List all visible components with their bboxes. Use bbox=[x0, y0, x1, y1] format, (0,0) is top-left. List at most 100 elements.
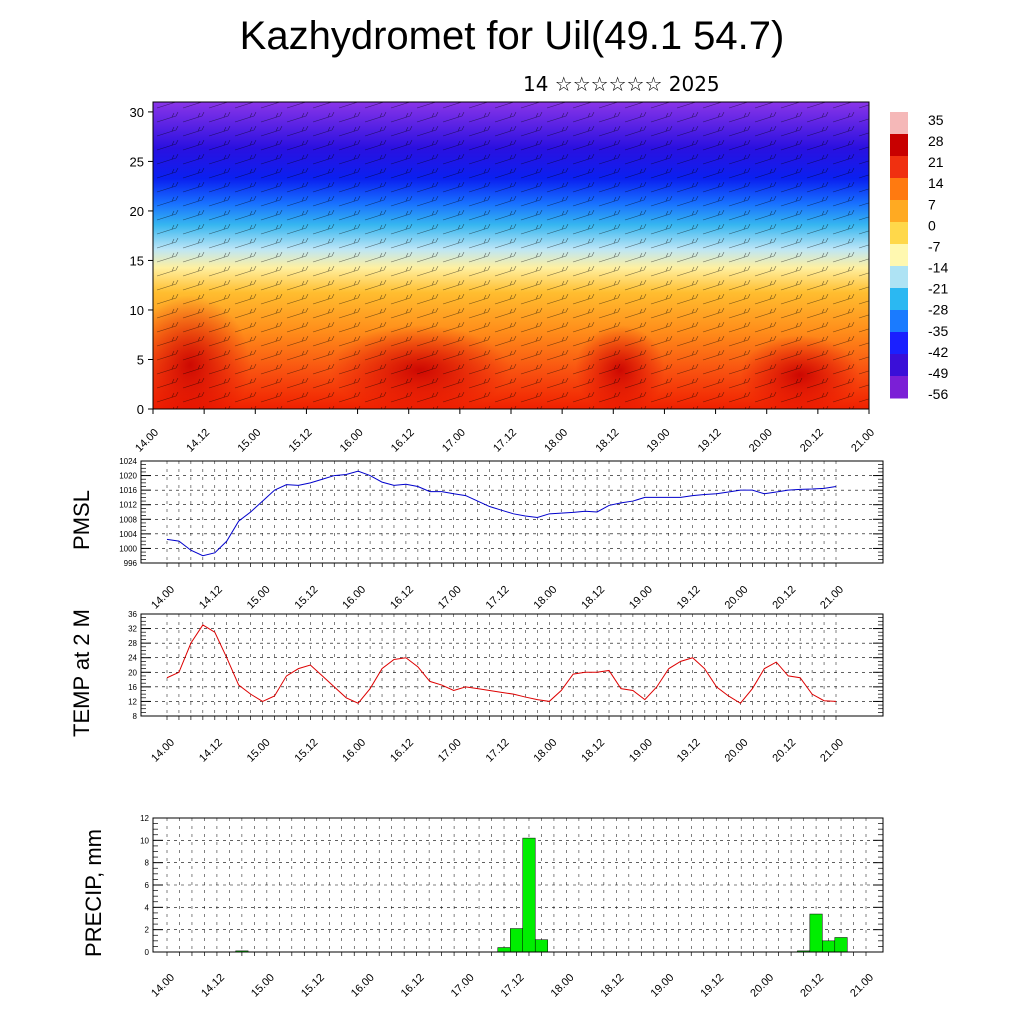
temp-x-tick-label: 14.12 bbox=[197, 737, 225, 765]
heatmap-x-tick-label: 21.00 bbox=[849, 427, 877, 455]
colorbar-segment bbox=[890, 332, 908, 355]
pmsl-x-tick-label: 20.12 bbox=[770, 584, 798, 612]
precip-y-tick-label: 0 bbox=[145, 948, 150, 957]
pmsl-y-axis-title: PMSL bbox=[69, 490, 94, 550]
temp-x-tick-label: 18.00 bbox=[531, 737, 559, 765]
precip-x-tick-label: 15.12 bbox=[299, 972, 327, 1000]
precip-bar bbox=[534, 939, 548, 953]
temp-x-tick-label: 20.00 bbox=[723, 737, 751, 765]
heatmap-x-tick-label: 14.12 bbox=[184, 427, 212, 455]
precip-x-tick-label: 18.12 bbox=[599, 972, 627, 1000]
colorbar-label: 7 bbox=[928, 196, 936, 212]
heatmap-y-tick-label: 10 bbox=[130, 303, 144, 318]
precip-y-tick-label: 12 bbox=[140, 814, 149, 823]
precip-x-tick-label: 17.12 bbox=[499, 972, 527, 1000]
precip-x-tick-label: 16.00 bbox=[349, 972, 377, 1000]
precip-bar bbox=[822, 940, 836, 953]
colorbar-label: -21 bbox=[928, 281, 948, 297]
precip-x-tick-label: 19.00 bbox=[648, 972, 676, 1000]
pmsl-x-tick-label: 20.00 bbox=[723, 584, 751, 612]
colorbar-segment bbox=[890, 156, 908, 179]
colorbar-label: -14 bbox=[928, 260, 948, 276]
temp-x-tick-label: 15.00 bbox=[245, 737, 273, 765]
pmsl-y-tick-label: 996 bbox=[124, 559, 138, 568]
precip-x-tick-label: 19.12 bbox=[698, 972, 726, 1000]
pmsl-y-tick-label: 1004 bbox=[119, 530, 137, 539]
heatmap-y-tick-label: 20 bbox=[130, 204, 144, 219]
heatmap-x-tick-label: 17.12 bbox=[491, 427, 519, 455]
heatmap-y-tick-label: 5 bbox=[137, 352, 144, 367]
precip-bar bbox=[809, 913, 823, 953]
pmsl-y-tick-label: 1000 bbox=[119, 544, 137, 553]
pmsl-x-tick-label: 18.00 bbox=[531, 584, 559, 612]
temp-x-tick-label: 17.12 bbox=[484, 737, 512, 765]
pmsl-x-tick-label: 17.00 bbox=[436, 584, 464, 612]
temp-y-tick-label: 12 bbox=[128, 697, 137, 706]
temp-x-tick-label: 14.00 bbox=[149, 737, 177, 765]
pmsl-x-tick-label: 16.12 bbox=[388, 584, 416, 612]
heatmap-x-tick-label: 18.00 bbox=[542, 427, 570, 455]
wind-barbs-overlay bbox=[153, 102, 869, 409]
colorbar-segment bbox=[890, 134, 908, 157]
heatmap-y-tick-label: 0 bbox=[137, 402, 144, 417]
pmsl-x-tick-label: 19.00 bbox=[627, 584, 655, 612]
temp-x-tick-label: 16.12 bbox=[388, 737, 416, 765]
heatmap-x-tick-label: 16.12 bbox=[389, 427, 417, 455]
chart-subtitle: 14 ☆☆☆☆☆☆ 2025 bbox=[523, 72, 720, 96]
colorbar-label: -35 bbox=[928, 323, 948, 339]
pmsl-frame bbox=[140, 460, 884, 564]
temp-y-tick-label: 28 bbox=[128, 639, 137, 648]
precip-y-axis-title: PRECIP, mm bbox=[81, 829, 106, 957]
precip-x-tick-label: 18.00 bbox=[549, 972, 577, 1000]
temp-x-tick-label: 18.12 bbox=[579, 737, 607, 765]
heatmap-x-tick-label: 20.00 bbox=[747, 427, 775, 455]
temp-y-axis-title: TEMP at 2 M bbox=[69, 609, 94, 737]
heatmap-x-tick-label: 19.00 bbox=[645, 427, 673, 455]
precip-x-tick-label: 20.12 bbox=[798, 972, 826, 1000]
chart-title: Kazhydromet for Uil(49.1 54.7) bbox=[239, 14, 785, 58]
precip-bar bbox=[522, 837, 536, 953]
colorbar-segment bbox=[890, 112, 908, 135]
precip-y-tick-label: 4 bbox=[145, 903, 150, 912]
colorbar-segment bbox=[890, 266, 908, 289]
pmsl-x-tick-label: 17.12 bbox=[484, 584, 512, 612]
temp-x-tick-label: 20.12 bbox=[770, 737, 798, 765]
colorbar-label: -49 bbox=[928, 365, 948, 381]
heatmap-x-tick-label: 14.00 bbox=[133, 427, 161, 455]
pmsl-x-tick-label: 14.12 bbox=[197, 584, 225, 612]
precip-x-tick-label: 20.00 bbox=[748, 972, 776, 1000]
pmsl-x-tick-label: 15.12 bbox=[293, 584, 321, 612]
pmsl-y-tick-label: 1024 bbox=[119, 457, 137, 466]
precip-x-tick-label: 14.12 bbox=[199, 972, 227, 1000]
precip-x-tick-label: 16.12 bbox=[399, 972, 427, 1000]
precip-bar bbox=[510, 928, 523, 953]
colorbar-segment bbox=[890, 222, 908, 245]
precip-x-tick-label: 17.00 bbox=[449, 972, 477, 1000]
colorbar-label: 35 bbox=[928, 112, 944, 128]
colorbar-label: -7 bbox=[928, 238, 941, 254]
colorbar-label: 14 bbox=[928, 175, 944, 191]
heatmap-y-tick-label: 30 bbox=[130, 105, 144, 120]
temp-x-tick-label: 16.00 bbox=[340, 737, 368, 765]
colorbar-segment bbox=[890, 178, 908, 201]
heatmap-x-tick-label: 19.12 bbox=[696, 427, 724, 455]
temp-x-tick-label: 19.12 bbox=[675, 737, 703, 765]
precip-bar bbox=[497, 947, 511, 953]
heatmap-y-tick-label: 15 bbox=[130, 253, 144, 268]
pmsl-x-tick-label: 18.12 bbox=[579, 584, 607, 612]
colorbar-label: -28 bbox=[928, 302, 948, 318]
colorbar-label: 0 bbox=[928, 217, 936, 233]
pmsl-x-tick-label: 14.00 bbox=[149, 584, 177, 612]
pmsl-x-tick-label: 19.12 bbox=[675, 584, 703, 612]
colorbar-label: -42 bbox=[928, 344, 948, 360]
temp-x-tick-label: 19.00 bbox=[627, 737, 655, 765]
precip-bar bbox=[834, 937, 848, 953]
pmsl-x-tick-label: 21.00 bbox=[818, 584, 846, 612]
temp-y-tick-label: 36 bbox=[128, 610, 137, 619]
precip-y-tick-label: 10 bbox=[140, 836, 149, 845]
colorbar-segment bbox=[890, 376, 908, 399]
pmsl-y-tick-label: 1008 bbox=[119, 515, 137, 524]
temp-y-tick-label: 24 bbox=[128, 654, 137, 663]
precip-y-tick-label: 2 bbox=[145, 926, 150, 935]
